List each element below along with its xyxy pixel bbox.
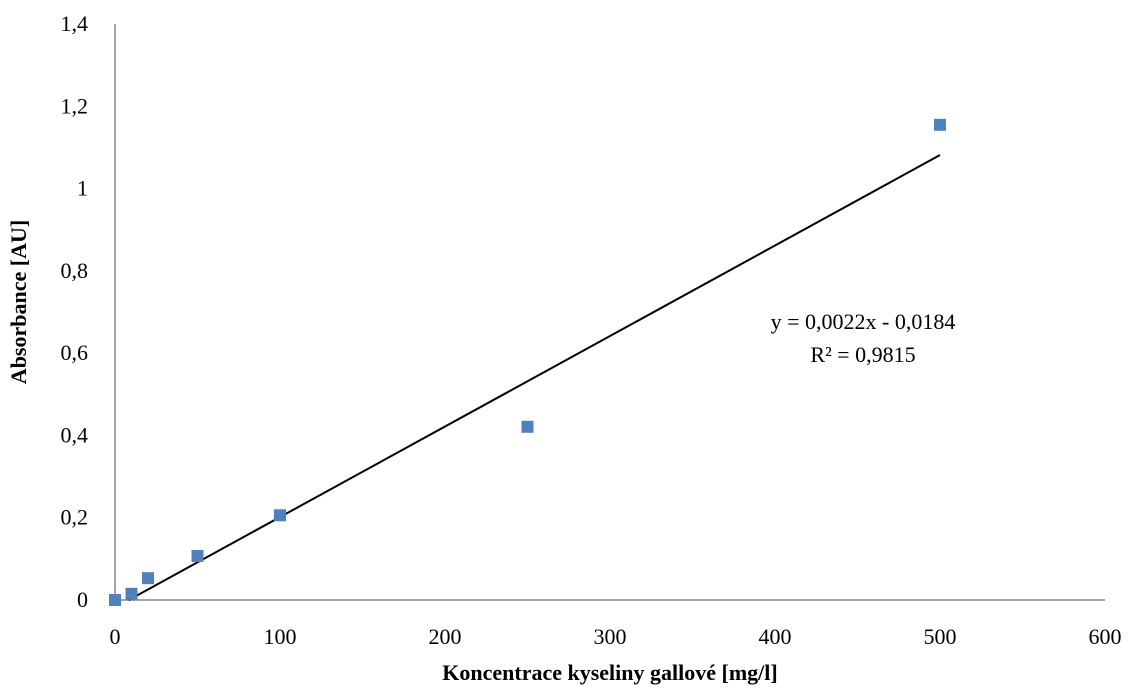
r-squared-label: R² = 0,9815 — [810, 342, 915, 367]
data-point — [191, 549, 204, 562]
data-point — [142, 572, 154, 585]
x-tick-label: 600 — [1089, 624, 1122, 649]
data-points — [109, 118, 946, 606]
y-axis-title: Absorbance [AU] — [6, 220, 31, 384]
y-tick-label: 1,4 — [61, 11, 89, 36]
data-point — [125, 587, 138, 600]
x-tick-label: 500 — [924, 624, 957, 649]
x-tick-label: 300 — [594, 624, 627, 649]
trendline — [128, 154, 941, 601]
y-tick-label: 0,6 — [61, 340, 89, 365]
x-tick-label: 100 — [264, 624, 297, 649]
data-point — [109, 594, 121, 606]
x-tick-label: 0 — [110, 624, 121, 649]
data-point — [521, 420, 534, 433]
data-point — [934, 118, 946, 131]
x-tick-label: 400 — [759, 624, 792, 649]
x-tick-labels: 0 100 200 300 400 500 600 — [110, 624, 1122, 649]
y-tick-labels: 0 0,2 0,4 0,6 0,8 1 1,2 1,4 — [61, 11, 89, 612]
x-tick-label: 200 — [429, 624, 462, 649]
y-tick-label: 1 — [77, 176, 88, 201]
y-tick-label: 0,8 — [61, 258, 89, 283]
trendline-equation: y = 0,0022x - 0,0184 — [771, 309, 956, 334]
y-tick-label: 0 — [77, 587, 88, 612]
y-tick-label: 0,4 — [61, 422, 89, 447]
x-axis-title: Koncentrace kyseliny gallové [mg/l] — [442, 660, 777, 685]
y-tick-label: 0,2 — [61, 505, 89, 530]
data-point — [274, 509, 286, 522]
y-tick-label: 1,2 — [61, 93, 89, 118]
